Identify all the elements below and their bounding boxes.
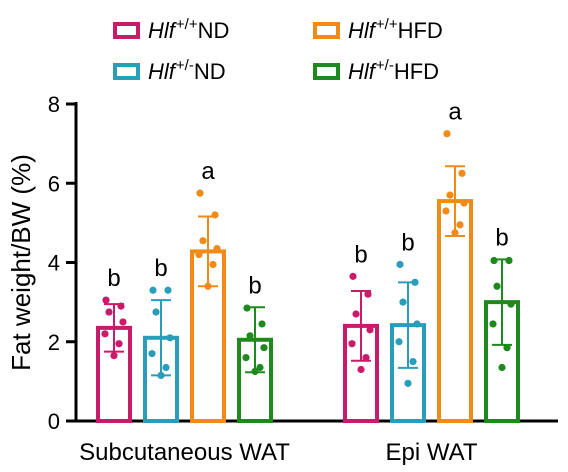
legend: Hlf+/+ND Hlf+/+HFD Hlf+/-ND Hlf+/-HFD [0, 0, 568, 90]
data-point [258, 320, 266, 328]
legend-label-wt-hfd: Hlf+/+HFD [348, 16, 443, 43]
data-point [443, 130, 451, 138]
data-point [213, 245, 221, 253]
y-axis-label: Fat weight/BW (%) [6, 154, 36, 371]
legend-label-het-nd: Hlf+/-ND [148, 57, 226, 84]
data-point [503, 344, 511, 352]
bar [437, 199, 473, 423]
data-point [209, 260, 217, 269]
legend-item-wt-hfd: Hlf+/+HFD [313, 14, 443, 46]
data-point [366, 326, 374, 334]
significance-label: a [448, 99, 462, 126]
data-point [458, 169, 466, 177]
data-point [507, 300, 515, 308]
data-point [211, 211, 219, 219]
data-point [348, 340, 356, 348]
data-point [505, 256, 513, 265]
data-point [105, 308, 113, 316]
data-point [404, 379, 412, 387]
legend-swatch-het-nd [113, 62, 140, 80]
data-point [152, 308, 160, 316]
data-point [399, 298, 407, 306]
data-point [493, 282, 501, 290]
data-point [456, 221, 464, 229]
data-point [115, 340, 123, 348]
data-point [199, 237, 207, 245]
data-point [117, 302, 125, 310]
data-point [349, 272, 357, 280]
legend-swatch-wt-hfd [313, 21, 340, 39]
data-point [256, 363, 264, 372]
y-tick-label: 6 [48, 171, 60, 196]
data-point [357, 365, 365, 374]
significance-label: a [201, 158, 215, 185]
legend-label-wt-nd: Hlf+/+ND [148, 16, 230, 43]
significance-label: b [248, 272, 261, 299]
significance-label: b [354, 241, 367, 268]
data-point [242, 354, 250, 362]
data-point [157, 371, 165, 380]
data-point [460, 199, 468, 207]
data-point [451, 229, 459, 237]
data-point [490, 256, 498, 265]
significance-label: b [495, 224, 508, 251]
data-point [195, 250, 203, 259]
data-point [409, 357, 417, 366]
significance-label: b [107, 265, 120, 292]
data-point [149, 286, 157, 294]
y-tick-label: 4 [48, 251, 60, 276]
data-point [119, 318, 127, 326]
data-point [166, 334, 174, 342]
data-point [442, 207, 450, 215]
data-point [498, 363, 506, 372]
data-point [260, 344, 268, 352]
data-point [251, 367, 259, 376]
significance-label: b [154, 255, 167, 282]
data-point [164, 286, 172, 294]
data-point [162, 363, 170, 372]
data-point [204, 282, 212, 290]
data-point [364, 290, 372, 298]
legend-item-het-nd: Hlf+/-ND [113, 55, 226, 87]
data-point [413, 320, 421, 328]
data-point [243, 304, 251, 312]
data-point [196, 189, 204, 197]
x-tick-label: Epi WAT [385, 439, 477, 466]
data-point [489, 320, 497, 328]
data-point [411, 278, 419, 286]
data-point [102, 296, 110, 304]
y-tick-label: 8 [48, 92, 60, 117]
data-point [446, 191, 454, 199]
data-point [148, 350, 156, 358]
legend-swatch-het-hfd [313, 62, 340, 80]
y-tick-label: 0 [48, 409, 60, 434]
y-tick-label: 2 [48, 330, 60, 355]
data-point [101, 330, 109, 338]
data-point [110, 352, 118, 360]
data-point [352, 310, 360, 318]
legend-swatch-wt-nd [113, 21, 140, 39]
legend-item-het-hfd: Hlf+/-HFD [313, 55, 439, 87]
legend-label-het-hfd: Hlf+/-HFD [348, 57, 440, 84]
legend-item-wt-nd: Hlf+/+ND [113, 14, 229, 46]
data-point [246, 332, 254, 340]
x-tick-label: Subcutaneous WAT [79, 439, 290, 466]
data-point [362, 354, 370, 362]
significance-label: b [401, 229, 414, 256]
data-point [395, 338, 403, 346]
data-point [396, 260, 404, 269]
